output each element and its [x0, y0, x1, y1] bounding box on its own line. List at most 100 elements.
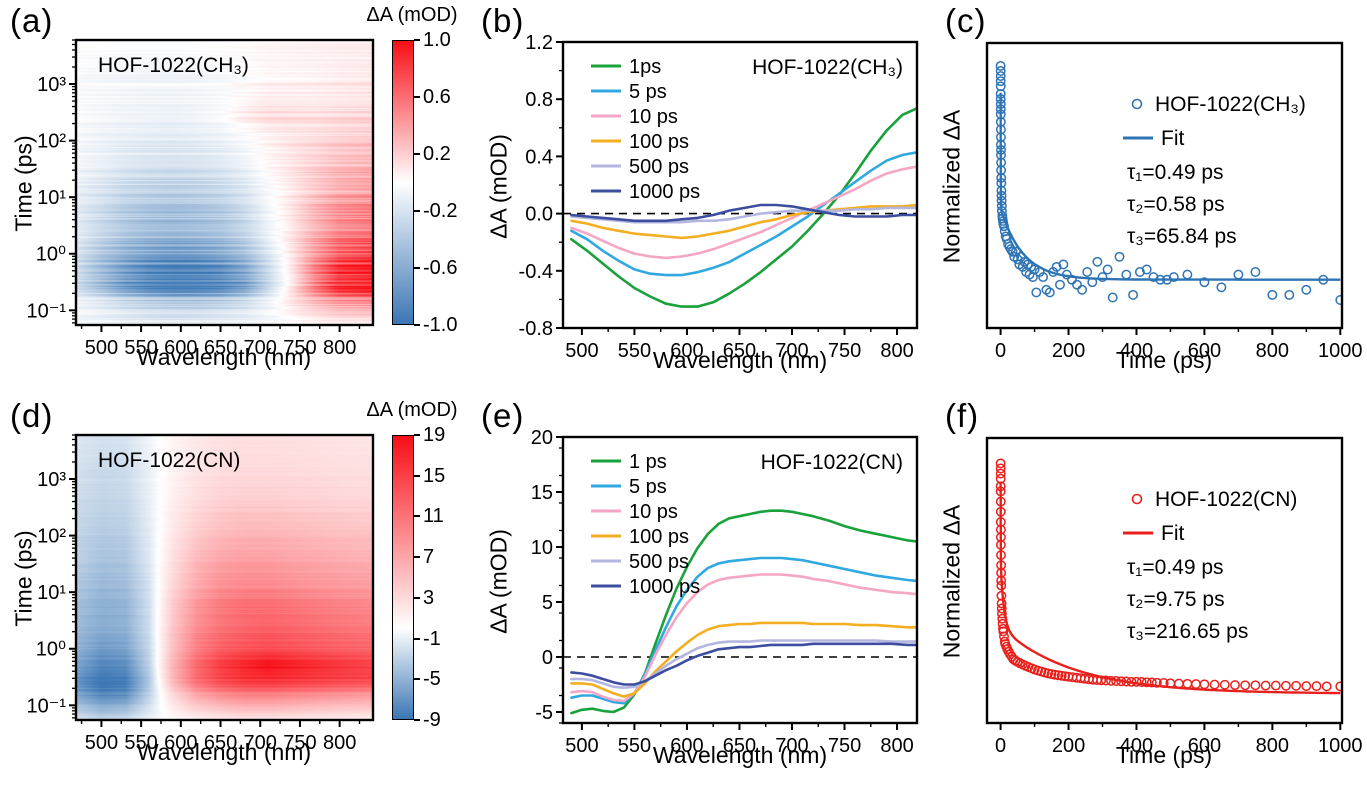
panel-letter: (b) [481, 2, 525, 39]
scatter-point [1121, 269, 1132, 280]
y-tick-label: 10³ [37, 469, 66, 491]
scatter-point [1046, 669, 1057, 680]
x-tick-label: 600 [164, 337, 197, 359]
plot-frame [561, 435, 919, 725]
x-tick-label: 600 [164, 732, 197, 754]
x-tick-label: 650 [204, 337, 237, 359]
x-tick-label: 650 [204, 732, 237, 754]
colorbar-tick-label: 0.2 [423, 143, 451, 165]
scatter-point [1072, 279, 1082, 290]
scatter-point [1055, 279, 1065, 290]
legend-label: 1000 ps [629, 181, 700, 203]
scatter-point [995, 506, 1006, 517]
plot-frame [985, 436, 1344, 725]
colorbar-tick-label: 19 [423, 424, 446, 446]
legend-label: 10 ps [629, 106, 678, 128]
colorbar-tick-label: 0.6 [423, 86, 451, 108]
series-500-ps [570, 639, 917, 690]
legend-label: 5 ps [629, 81, 667, 103]
y-tick-label: 10 [531, 537, 553, 559]
y-tick-label: 10¹ [37, 582, 66, 604]
colorbar-tick-label: -1 [423, 627, 441, 650]
scatter-point [996, 603, 1007, 614]
colorbar-tick [414, 434, 420, 436]
x-tick-label: 800 [1256, 340, 1289, 362]
legend-label: 1 ps [629, 451, 667, 473]
series-100-ps [570, 203, 917, 240]
scatter-point [1230, 680, 1240, 691]
colorbar-title: ΔA (mOD) [366, 399, 458, 421]
y-tick-label: -0.4 [519, 261, 553, 283]
scatter-point [1291, 680, 1302, 691]
scatter-point [1182, 678, 1193, 689]
colorbar [392, 40, 414, 325]
colorbar-tick [414, 267, 420, 269]
heatmap-canvas [76, 435, 373, 720]
scatter-point [996, 144, 1006, 155]
scatter-point [1060, 671, 1071, 682]
tau-annotation: τ₃=216.65 ps [1127, 620, 1248, 643]
fit-line [999, 481, 1341, 695]
colorbar-tick [414, 637, 420, 640]
scatter-point [995, 496, 1006, 507]
panel-f-kinetics-cn: (f) Normalized ΔA Time (ps) HOF-1022(CN)… [920, 395, 1367, 793]
x-tick-label: 550 [618, 340, 651, 362]
y-tick-label: 10⁻¹ [27, 695, 67, 717]
panel-title: HOF-1022(CH₃) [752, 56, 903, 79]
series-10-ps [570, 573, 917, 703]
panel-letter: (e) [481, 397, 525, 434]
colorbar-tick [414, 153, 420, 155]
plot-area: HOF-1022(CH₃) Fit τ₁=0.49 ps τ₂=0.58 ps τ₃=6… [985, 41, 1363, 362]
plot-area: HOF-1022(CN) 500 550 600 650 700 750 800 10⁻¹ 10⁰… [27, 433, 375, 754]
scatter-point [1056, 670, 1067, 681]
scatter-point [1049, 669, 1060, 680]
scatter-point [1250, 267, 1261, 277]
y-tick-label: 20 [531, 427, 553, 449]
x-tick-label: 600 [1188, 340, 1221, 362]
x-tick-label: 500 [565, 735, 598, 757]
scatter-point [998, 626, 1009, 637]
scatter-point [995, 468, 1006, 479]
scatter-point [1250, 680, 1261, 691]
scatter-point [1087, 277, 1098, 288]
y-tick-label: 10⁰ [36, 639, 66, 661]
series-500-ps [570, 206, 917, 224]
x-tick-label: 800 [1256, 735, 1289, 757]
x-tick-label: 500 [565, 340, 598, 362]
scatter-point [1284, 289, 1295, 300]
scatter-point [995, 473, 1006, 484]
scatter-point [995, 71, 1006, 82]
scatter-point [995, 76, 1006, 87]
colorbar-tick-label: -0.2 [423, 200, 458, 222]
tau-annotation: τ₂=0.58 ps [1127, 193, 1225, 216]
panel-e-spectra-cn: (e) ΔA (mOD) Wavelength (nm) 1 ps 5 ps 10 … [455, 395, 920, 793]
y-tick-label: 10² [37, 526, 66, 548]
scatter-point [1029, 264, 1040, 275]
scatter-point [1168, 272, 1179, 283]
legend-fit-label: Fit [1161, 127, 1184, 150]
scatter-point [1031, 287, 1042, 298]
scatter-point [995, 517, 1006, 527]
x-axis-label: Wavelength (nm) [652, 347, 828, 373]
y-tick-label: -0.8 [519, 318, 553, 340]
x-tick-label: 600 [670, 340, 703, 362]
scatter-point [1044, 287, 1055, 298]
scatter-point [1173, 678, 1184, 689]
scatter-point [1121, 676, 1132, 687]
scatter-point [1270, 680, 1281, 691]
x-tick-label: 700 [775, 735, 808, 757]
scatter-point [996, 575, 1007, 586]
panel-letter: (a) [10, 2, 54, 39]
scatter-point [995, 88, 1006, 99]
y-tick-label: 0.4 [525, 146, 553, 168]
series-10-ps [570, 165, 917, 260]
colorbar-tick-label: 15 [423, 464, 446, 487]
scatter-point [995, 458, 1006, 469]
scatter-point [1058, 259, 1069, 270]
scatter-point [996, 580, 1007, 591]
x-tick-label: 800 [880, 340, 913, 362]
scatter-point [995, 539, 1006, 550]
colorbar-title: ΔA (mOD) [366, 4, 458, 26]
scatter-point [1335, 681, 1342, 692]
